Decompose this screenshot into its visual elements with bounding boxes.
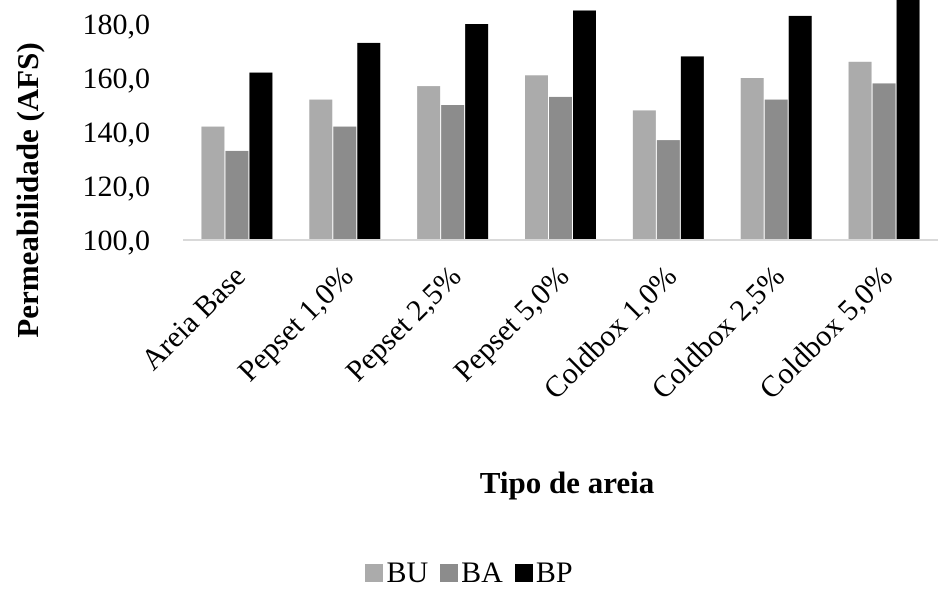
y-tick-label: 160,0	[83, 62, 151, 95]
legend-label: BU	[386, 556, 429, 589]
y-tick-label: 120,0	[83, 170, 151, 203]
legend-swatch	[365, 564, 384, 582]
bar-ba-3	[549, 96, 572, 241]
bar-ba-6	[872, 83, 896, 241]
bar-bp-2	[465, 24, 489, 240]
legend-swatch	[514, 564, 533, 582]
y-axis-ticks: 100,0 120,0 140,0 160,0 180,0	[83, 8, 151, 257]
bar-ba-2	[441, 105, 465, 240]
bar-bu-2	[417, 86, 441, 240]
legend-swatch	[440, 564, 459, 582]
bars	[201, 0, 920, 241]
x-category-label: Pepset 2,5%	[339, 260, 467, 388]
bar-bu-4	[632, 110, 656, 241]
bar-bp-5	[788, 15, 812, 241]
x-axis-title: Tipo de areia	[480, 465, 655, 500]
bar-bu-0	[201, 126, 225, 240]
bar-bu-6	[848, 61, 872, 240]
bar-bp-4	[680, 56, 704, 241]
y-axis-title: Permeabilidade (AFS)	[10, 42, 45, 337]
legend-label: BA	[461, 556, 503, 589]
bar-bp-6	[896, 0, 920, 240]
legend-label: BP	[535, 556, 573, 589]
x-category-label: Areia Base	[135, 260, 252, 377]
bar-ba-1	[333, 126, 357, 240]
bar-bu-3	[525, 75, 548, 240]
bar-bp-3	[573, 10, 596, 240]
bar-bp-0	[249, 72, 273, 240]
bar-ba-0	[225, 150, 249, 240]
bar-ba-4	[656, 140, 680, 240]
bar-bp-1	[357, 42, 381, 241]
y-tick-label: 180,0	[83, 8, 151, 41]
bar-ba-5	[764, 99, 788, 240]
legend: BU BA BP	[0, 556, 938, 590]
y-tick-label: 140,0	[83, 116, 151, 149]
legend-item-ba: BA	[440, 556, 503, 590]
y-tick-label: 100,0	[83, 224, 151, 257]
legend-item-bu: BU	[365, 556, 428, 590]
bar-bu-1	[309, 99, 333, 240]
legend-item-bp: BP	[514, 556, 573, 590]
bar-bu-5	[740, 78, 764, 240]
x-category-label: Pepset 1,0%	[232, 260, 360, 388]
